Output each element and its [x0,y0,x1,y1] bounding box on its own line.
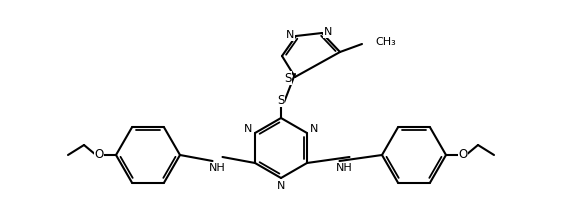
Text: N: N [310,124,318,134]
Text: NH: NH [336,163,353,173]
Text: N: N [277,181,285,191]
Text: N: N [324,27,332,37]
Text: S: S [284,71,292,84]
Text: S: S [277,94,285,106]
Text: O: O [94,149,103,162]
Text: NH: NH [209,163,226,173]
Text: O: O [459,149,468,162]
Text: N: N [286,30,294,40]
Text: N: N [244,124,252,134]
Text: CH₃: CH₃ [375,37,396,47]
